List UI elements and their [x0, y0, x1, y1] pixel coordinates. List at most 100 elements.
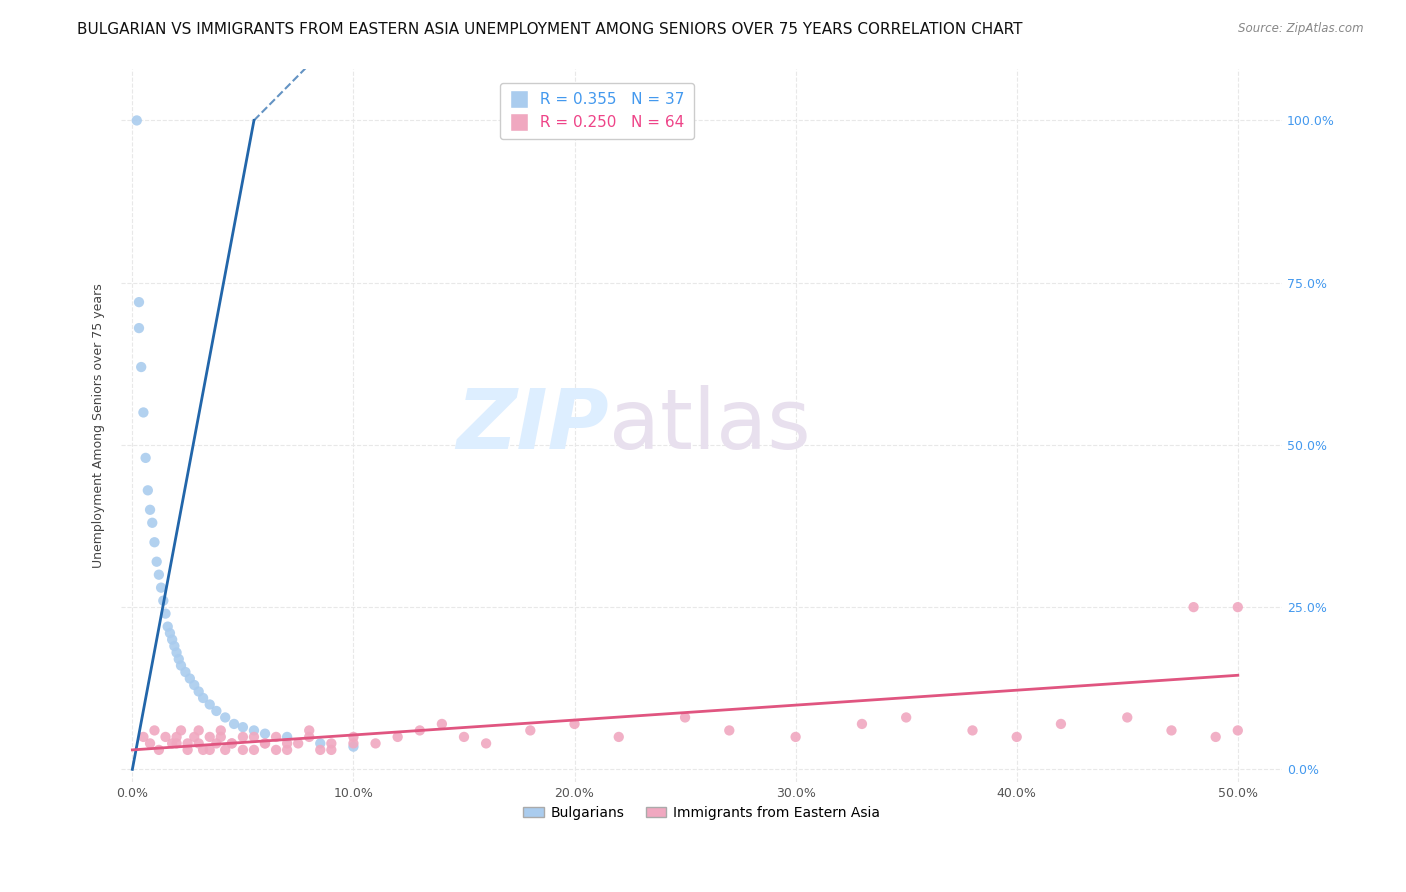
Point — [187, 736, 209, 750]
Point — [243, 743, 266, 757]
Point — [143, 723, 166, 738]
Point — [125, 113, 148, 128]
Point — [276, 730, 298, 744]
Point — [232, 743, 254, 757]
Point — [136, 483, 159, 498]
Point — [1116, 710, 1139, 724]
Point — [191, 743, 214, 757]
Point — [128, 321, 150, 335]
Point — [174, 665, 197, 679]
Point — [475, 736, 498, 750]
Point — [135, 450, 157, 465]
Point — [1160, 723, 1182, 738]
Point — [179, 672, 201, 686]
Point — [170, 658, 193, 673]
Point — [851, 717, 873, 731]
Point — [607, 730, 630, 744]
Text: BULGARIAN VS IMMIGRANTS FROM EASTERN ASIA UNEMPLOYMENT AMONG SENIORS OVER 75 YEA: BULGARIAN VS IMMIGRANTS FROM EASTERN ASI… — [77, 22, 1022, 37]
Point — [176, 743, 198, 757]
Point — [309, 743, 332, 757]
Point — [187, 723, 209, 738]
Point — [264, 730, 287, 744]
Point — [166, 646, 188, 660]
Point — [155, 730, 177, 744]
Point — [221, 736, 243, 750]
Point — [243, 723, 266, 738]
Legend: Bulgarians, Immigrants from Eastern Asia: Bulgarians, Immigrants from Eastern Asia — [517, 800, 886, 825]
Point — [896, 710, 918, 724]
Point — [156, 619, 179, 633]
Point — [132, 730, 155, 744]
Point — [143, 535, 166, 549]
Point — [519, 723, 541, 738]
Point — [222, 717, 245, 731]
Point — [187, 684, 209, 698]
Point — [148, 743, 170, 757]
Y-axis label: Unemployment Among Seniors over 75 years: Unemployment Among Seniors over 75 years — [93, 283, 105, 568]
Point — [183, 730, 205, 744]
Point — [214, 710, 236, 724]
Point — [253, 736, 276, 750]
Point — [1050, 717, 1073, 731]
Point — [962, 723, 984, 738]
Point — [155, 607, 177, 621]
Point — [364, 736, 387, 750]
Point — [145, 555, 167, 569]
Point — [1182, 600, 1205, 615]
Point — [150, 581, 173, 595]
Point — [309, 736, 332, 750]
Point — [253, 727, 276, 741]
Point — [287, 736, 309, 750]
Point — [209, 723, 232, 738]
Point — [1205, 730, 1227, 744]
Point — [298, 723, 321, 738]
Point — [409, 723, 432, 738]
Text: Source: ZipAtlas.com: Source: ZipAtlas.com — [1239, 22, 1364, 36]
Point — [160, 632, 183, 647]
Point — [221, 736, 243, 750]
Point — [132, 405, 155, 419]
Point — [176, 736, 198, 750]
Point — [159, 626, 181, 640]
Point — [1226, 723, 1249, 738]
Point — [298, 730, 321, 744]
Text: ZIP: ZIP — [456, 385, 609, 466]
Point — [129, 359, 152, 374]
Point — [253, 736, 276, 750]
Point — [264, 743, 287, 757]
Point — [139, 736, 162, 750]
Point — [160, 736, 183, 750]
Point — [243, 730, 266, 744]
Point — [718, 723, 741, 738]
Point — [166, 736, 188, 750]
Point — [342, 736, 364, 750]
Point — [387, 730, 409, 744]
Point — [1226, 600, 1249, 615]
Point — [673, 710, 696, 724]
Point — [209, 730, 232, 744]
Point — [321, 743, 343, 757]
Point — [205, 736, 228, 750]
Point — [183, 678, 205, 692]
Point — [198, 743, 221, 757]
Point — [139, 503, 162, 517]
Point — [198, 730, 221, 744]
Point — [232, 720, 254, 734]
Point — [342, 730, 364, 744]
Point — [232, 730, 254, 744]
Point — [141, 516, 163, 530]
Point — [167, 652, 190, 666]
Point — [148, 567, 170, 582]
Point — [163, 639, 186, 653]
Point — [166, 730, 188, 744]
Point — [1005, 730, 1028, 744]
Point — [785, 730, 807, 744]
Point — [170, 723, 193, 738]
Point — [321, 736, 343, 750]
Text: atlas: atlas — [609, 385, 810, 466]
Point — [191, 690, 214, 705]
Point — [214, 743, 236, 757]
Point — [152, 593, 174, 607]
Point — [276, 736, 298, 750]
Point — [453, 730, 475, 744]
